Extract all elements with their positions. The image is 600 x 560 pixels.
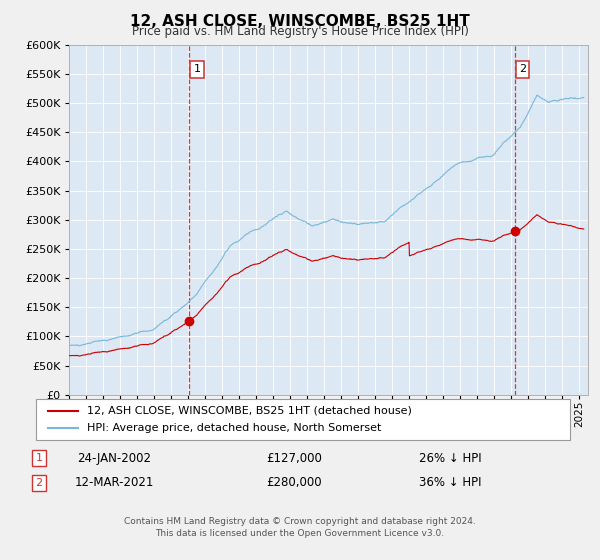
Text: 1: 1 [35, 453, 43, 463]
Text: 12-MAR-2021: 12-MAR-2021 [74, 476, 154, 489]
Text: 36% ↓ HPI: 36% ↓ HPI [419, 476, 481, 489]
Text: Contains HM Land Registry data © Crown copyright and database right 2024.: Contains HM Land Registry data © Crown c… [124, 517, 476, 526]
Text: £127,000: £127,000 [266, 451, 322, 465]
Text: 24-JAN-2002: 24-JAN-2002 [77, 451, 151, 465]
Text: 1: 1 [194, 64, 200, 74]
Text: HPI: Average price, detached house, North Somerset: HPI: Average price, detached house, Nort… [87, 423, 382, 433]
Text: Price paid vs. HM Land Registry's House Price Index (HPI): Price paid vs. HM Land Registry's House … [131, 25, 469, 38]
Text: 2: 2 [519, 64, 526, 74]
Text: 26% ↓ HPI: 26% ↓ HPI [419, 451, 481, 465]
Text: £280,000: £280,000 [266, 476, 322, 489]
Text: This data is licensed under the Open Government Licence v3.0.: This data is licensed under the Open Gov… [155, 529, 445, 538]
Text: 12, ASH CLOSE, WINSCOMBE, BS25 1HT: 12, ASH CLOSE, WINSCOMBE, BS25 1HT [130, 14, 470, 29]
Text: 12, ASH CLOSE, WINSCOMBE, BS25 1HT (detached house): 12, ASH CLOSE, WINSCOMBE, BS25 1HT (deta… [87, 405, 412, 416]
Text: 2: 2 [35, 478, 43, 488]
